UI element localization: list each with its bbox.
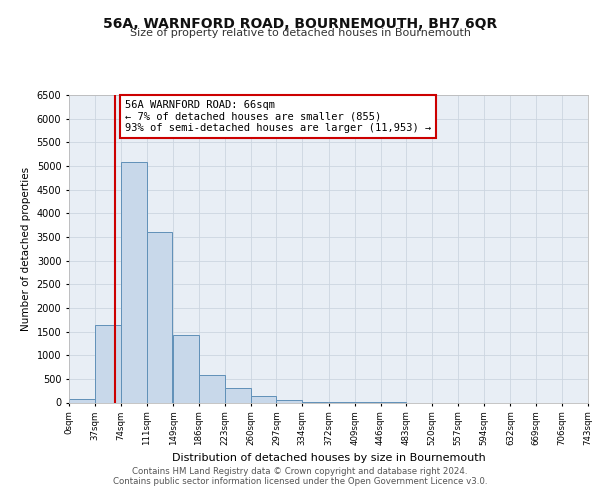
Text: Contains public sector information licensed under the Open Government Licence v3: Contains public sector information licen… [113, 477, 487, 486]
Bar [199, 374, 225, 402]
Bar [121, 162, 146, 402]
Bar [225, 388, 251, 402]
Text: Contains HM Land Registry data © Crown copyright and database right 2024.: Contains HM Land Registry data © Crown c… [132, 467, 468, 476]
Y-axis label: Number of detached properties: Number of detached properties [21, 166, 31, 331]
Text: Size of property relative to detached houses in Bournemouth: Size of property relative to detached ho… [130, 28, 470, 38]
Bar [251, 396, 277, 402]
Bar [173, 336, 199, 402]
Bar [146, 232, 172, 402]
Bar [69, 399, 95, 402]
Bar [95, 326, 121, 402]
Text: 56A WARNFORD ROAD: 66sqm
← 7% of detached houses are smaller (855)
93% of semi-d: 56A WARNFORD ROAD: 66sqm ← 7% of detache… [125, 100, 431, 133]
X-axis label: Distribution of detached houses by size in Bournemouth: Distribution of detached houses by size … [172, 454, 485, 464]
Text: 56A, WARNFORD ROAD, BOURNEMOUTH, BH7 6QR: 56A, WARNFORD ROAD, BOURNEMOUTH, BH7 6QR [103, 18, 497, 32]
Bar [277, 400, 302, 402]
